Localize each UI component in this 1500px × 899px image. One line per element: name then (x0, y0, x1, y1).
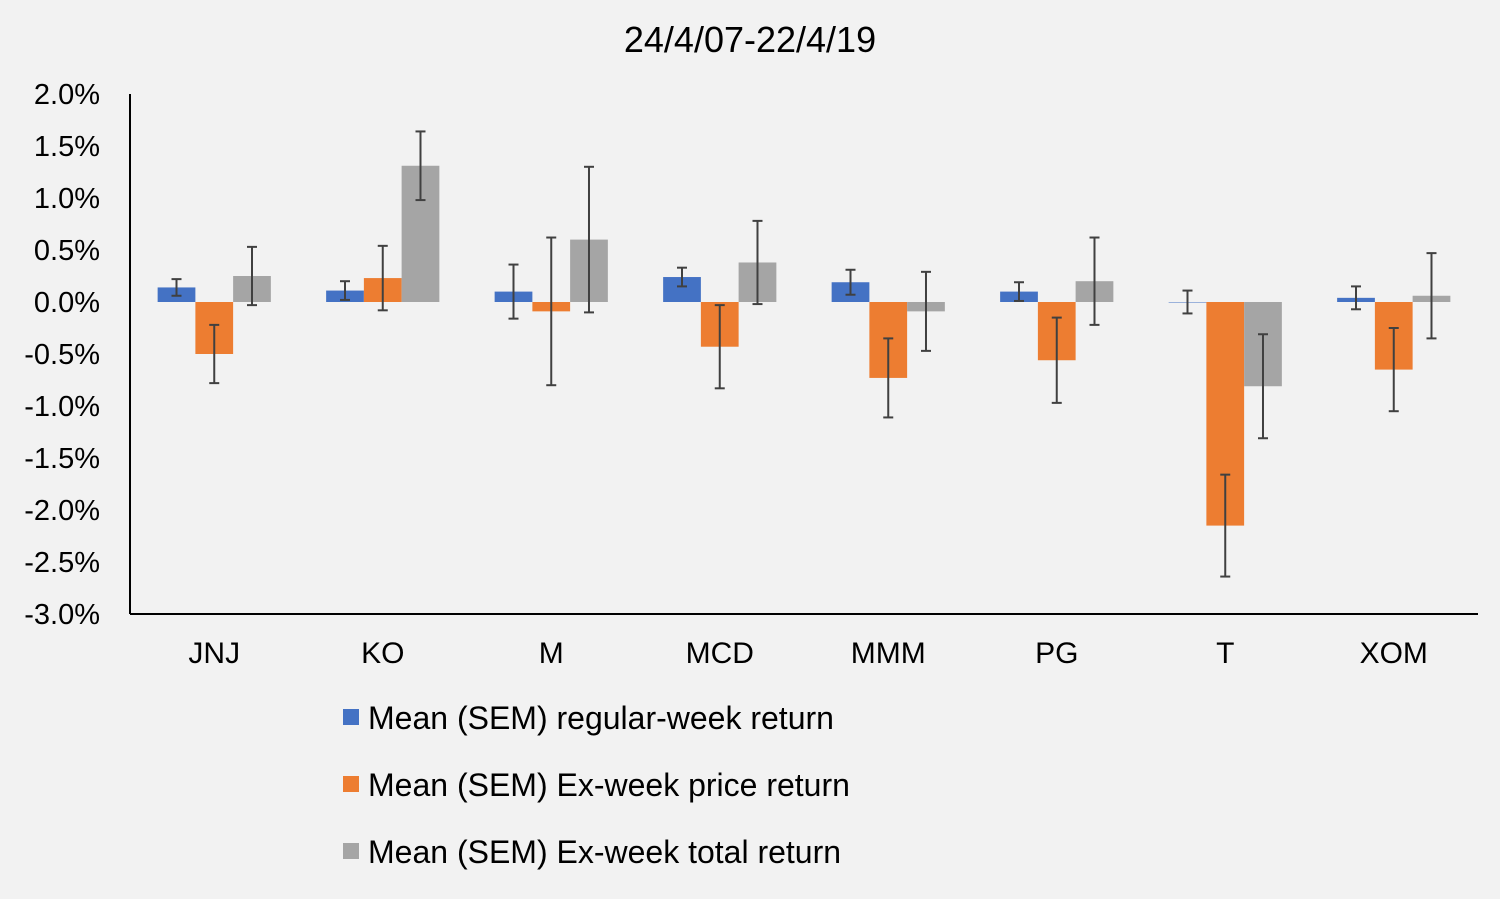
legend-swatch (343, 843, 359, 859)
y-axis-ticks: 2.0% 1.5% 1.0% 0.5% 0.0% -0.5% -1.0% -1.5% -2.0%… (24, 79, 100, 631)
legend-swatch (343, 776, 359, 792)
legend-swatch (343, 709, 359, 725)
error-bars (171, 130, 1437, 578)
x-category-label: MCD (686, 637, 754, 670)
y-tick-label: -1.0% (24, 391, 100, 423)
x-category-label: T (1216, 637, 1234, 670)
y-tick-label: -2.5% (24, 547, 100, 579)
y-tick-label: 2.0% (34, 79, 100, 111)
x-category-label: XOM (1360, 637, 1428, 670)
legend-label: Mean (SEM) Ex-week price return (368, 767, 850, 803)
y-tick-label: 0.5% (34, 235, 100, 267)
x-axis-categories: JNJ KO M MCD MMM PG T XOM (188, 637, 1428, 670)
y-tick-label: -2.0% (24, 495, 100, 527)
x-category-label: KO (361, 637, 404, 670)
x-category-label: MMM (851, 637, 926, 670)
x-category-label: JNJ (188, 637, 240, 670)
legend: Mean (SEM) regular-week return Mean (SEM)… (343, 700, 850, 870)
x-category-label: PG (1035, 637, 1078, 670)
y-tick-label: 1.5% (34, 131, 100, 163)
y-tick-label: -1.5% (24, 443, 100, 475)
y-tick-label: -3.0% (24, 599, 100, 631)
legend-label: Mean (SEM) regular-week return (368, 700, 834, 736)
y-tick-label: 0.0% (34, 287, 100, 319)
x-category-label: M (539, 637, 564, 670)
chart-title: 24/4/07-22/4/19 (624, 19, 876, 60)
bars (157, 165, 1451, 526)
y-tick-label: -0.5% (24, 339, 100, 371)
y-tick-label: 1.0% (34, 183, 100, 215)
legend-label: Mean (SEM) Ex-week total return (368, 834, 841, 870)
